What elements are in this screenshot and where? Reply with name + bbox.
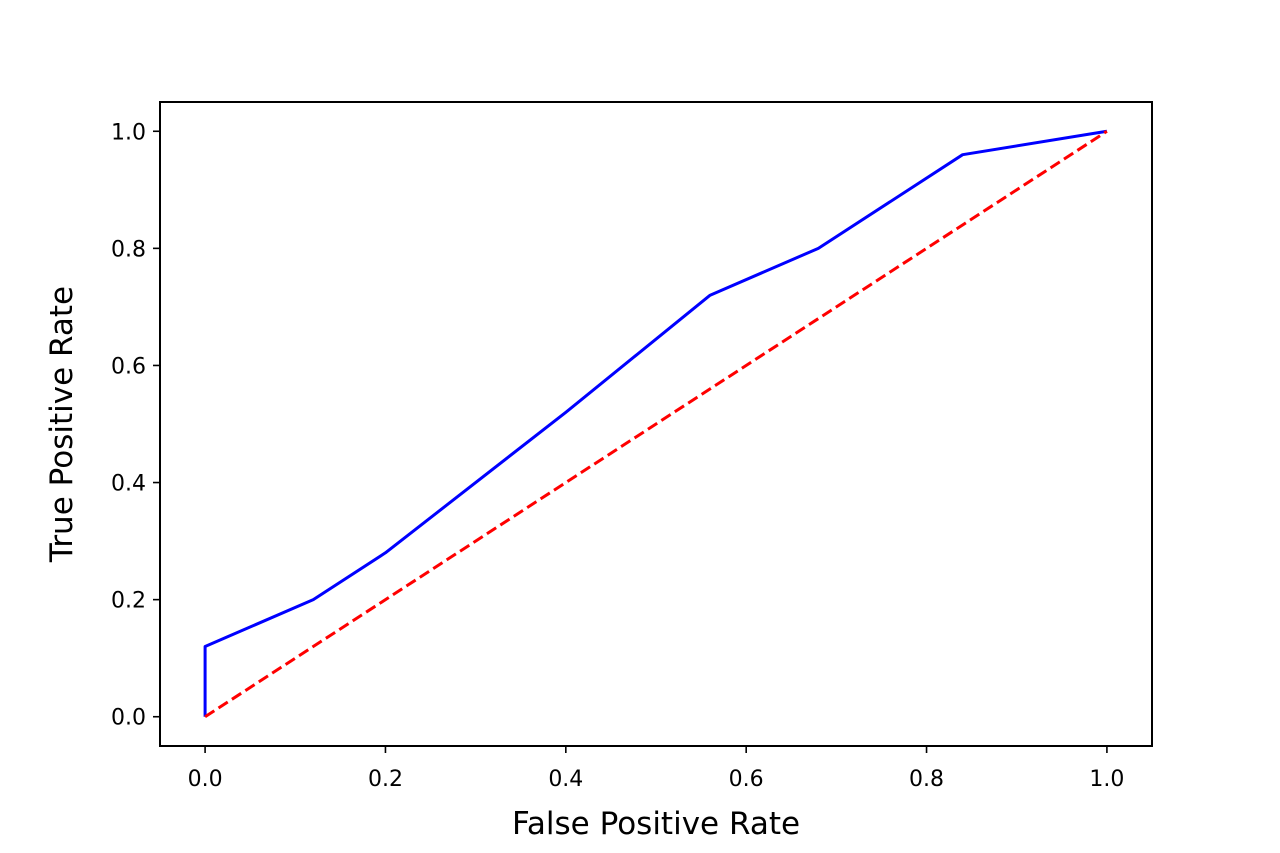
x-tick-label: 0.8	[909, 767, 944, 792]
y-tick-label: 0.2	[111, 589, 146, 614]
x-axis-label: False Positive Rate	[512, 806, 800, 842]
x-tick-label: 0.6	[729, 767, 764, 792]
y-axis-label: True Positive Rate	[44, 286, 80, 563]
x-tick-label: 1.0	[1089, 767, 1124, 792]
y-tick-label: 0.8	[111, 237, 146, 262]
y-tick-label: 0.0	[111, 706, 146, 731]
y-tick-label: 0.6	[111, 354, 146, 379]
x-tick-label: 0.2	[368, 767, 403, 792]
y-tick-label: 0.4	[111, 472, 146, 497]
x-tick-label: 0.4	[548, 767, 583, 792]
plot-frame	[159, 101, 1153, 747]
diagonal-reference-line	[204, 130, 1108, 718]
x-tick-label: 0.0	[188, 767, 223, 792]
plot-area	[203, 129, 1108, 718]
y-tick-label: 1.0	[111, 120, 146, 145]
roc-curve-line	[203, 129, 1108, 717]
axes: 0.0 0.2 0.4 0.6 0.8 1.0 0.0 0.2 0.4 0.6 0.8 1.0	[111, 101, 1153, 792]
